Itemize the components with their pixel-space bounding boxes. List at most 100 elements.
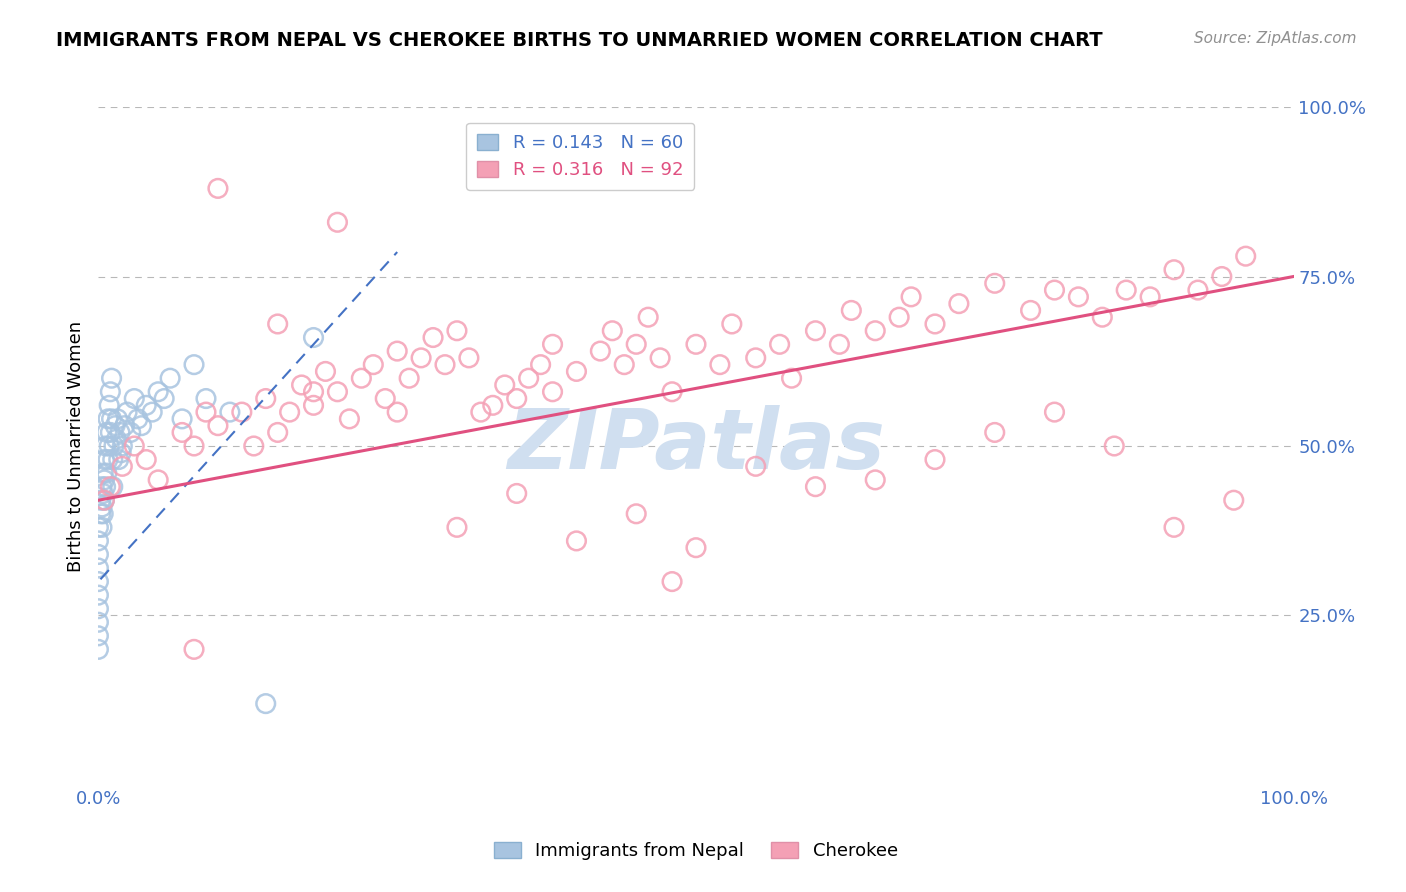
Point <box>984 425 1007 440</box>
Point <box>828 337 851 351</box>
Point <box>984 277 1007 291</box>
Point <box>124 392 146 406</box>
Point <box>148 384 170 399</box>
Point <box>110 446 132 460</box>
Point <box>326 215 349 229</box>
Point <box>661 384 683 399</box>
Point <box>470 405 492 419</box>
Point <box>900 290 922 304</box>
Point <box>541 384 564 399</box>
Point <box>93 452 115 467</box>
Point <box>841 303 863 318</box>
Point <box>135 452 157 467</box>
Point <box>93 473 115 487</box>
Point <box>94 480 117 494</box>
Point <box>350 371 373 385</box>
Point <box>339 412 361 426</box>
Point <box>108 425 131 440</box>
Point <box>685 337 707 351</box>
Point <box>254 392 277 406</box>
Point <box>1043 283 1066 297</box>
Point <box>541 337 564 351</box>
Point <box>183 439 205 453</box>
Point <box>91 466 114 480</box>
Text: Source: ZipAtlas.com: Source: ZipAtlas.com <box>1194 31 1357 46</box>
Point <box>709 358 731 372</box>
Point <box>183 358 205 372</box>
Point <box>107 412 129 426</box>
Point <box>231 405 253 419</box>
Point <box>98 384 122 399</box>
Text: IMMIGRANTS FROM NEPAL VS CHEROKEE BIRTHS TO UNMARRIED WOMEN CORRELATION CHART: IMMIGRANTS FROM NEPAL VS CHEROKEE BIRTHS… <box>56 31 1102 50</box>
Point <box>93 493 115 508</box>
Point <box>96 425 118 440</box>
Point <box>434 358 457 372</box>
Point <box>243 439 266 453</box>
Point <box>111 459 134 474</box>
Point <box>398 371 420 385</box>
Point <box>326 384 349 399</box>
Point <box>768 337 790 351</box>
Legend: Immigrants from Nepal, Cherokee: Immigrants from Nepal, Cherokee <box>486 835 905 867</box>
Point <box>661 574 683 589</box>
Point <box>530 358 553 372</box>
Point <box>97 412 120 426</box>
Point <box>131 418 153 433</box>
Point <box>87 615 110 630</box>
Point <box>1019 303 1042 318</box>
Point <box>1091 310 1114 325</box>
Point <box>87 548 110 562</box>
Point <box>602 324 624 338</box>
Point <box>98 398 121 412</box>
Point <box>589 344 612 359</box>
Point <box>745 351 768 365</box>
Point <box>889 310 911 325</box>
Point <box>207 418 229 433</box>
Point <box>127 412 149 426</box>
Point <box>90 507 112 521</box>
Point <box>148 473 170 487</box>
Point <box>648 351 672 365</box>
Text: ZIPatlas: ZIPatlas <box>508 406 884 486</box>
Point <box>1223 493 1246 508</box>
Point <box>517 371 540 385</box>
Point <box>100 412 122 426</box>
Point <box>1104 439 1126 453</box>
Point <box>745 459 768 474</box>
Point <box>1234 249 1257 263</box>
Point <box>219 405 242 419</box>
Point <box>101 452 124 467</box>
Point <box>195 405 218 419</box>
Point <box>105 432 128 446</box>
Point <box>1187 283 1209 297</box>
Point <box>98 439 121 453</box>
Point <box>481 398 505 412</box>
Point <box>446 520 468 534</box>
Point <box>87 520 110 534</box>
Point <box>90 493 112 508</box>
Point <box>172 412 194 426</box>
Point <box>267 425 290 440</box>
Point <box>96 466 118 480</box>
Point <box>626 507 648 521</box>
Point <box>1163 262 1185 277</box>
Point <box>120 425 142 440</box>
Point <box>87 629 110 643</box>
Point <box>804 480 827 494</box>
Point <box>98 425 122 440</box>
Point <box>135 398 157 412</box>
Point <box>87 588 110 602</box>
Point <box>1067 290 1090 304</box>
Point <box>565 533 588 548</box>
Point <box>87 601 110 615</box>
Point <box>111 439 134 453</box>
Point <box>153 392 176 406</box>
Point <box>114 418 136 433</box>
Point <box>115 405 138 419</box>
Point <box>1163 520 1185 534</box>
Point <box>91 486 114 500</box>
Point <box>291 378 314 392</box>
Point <box>93 493 115 508</box>
Point <box>506 392 529 406</box>
Point <box>278 405 301 419</box>
